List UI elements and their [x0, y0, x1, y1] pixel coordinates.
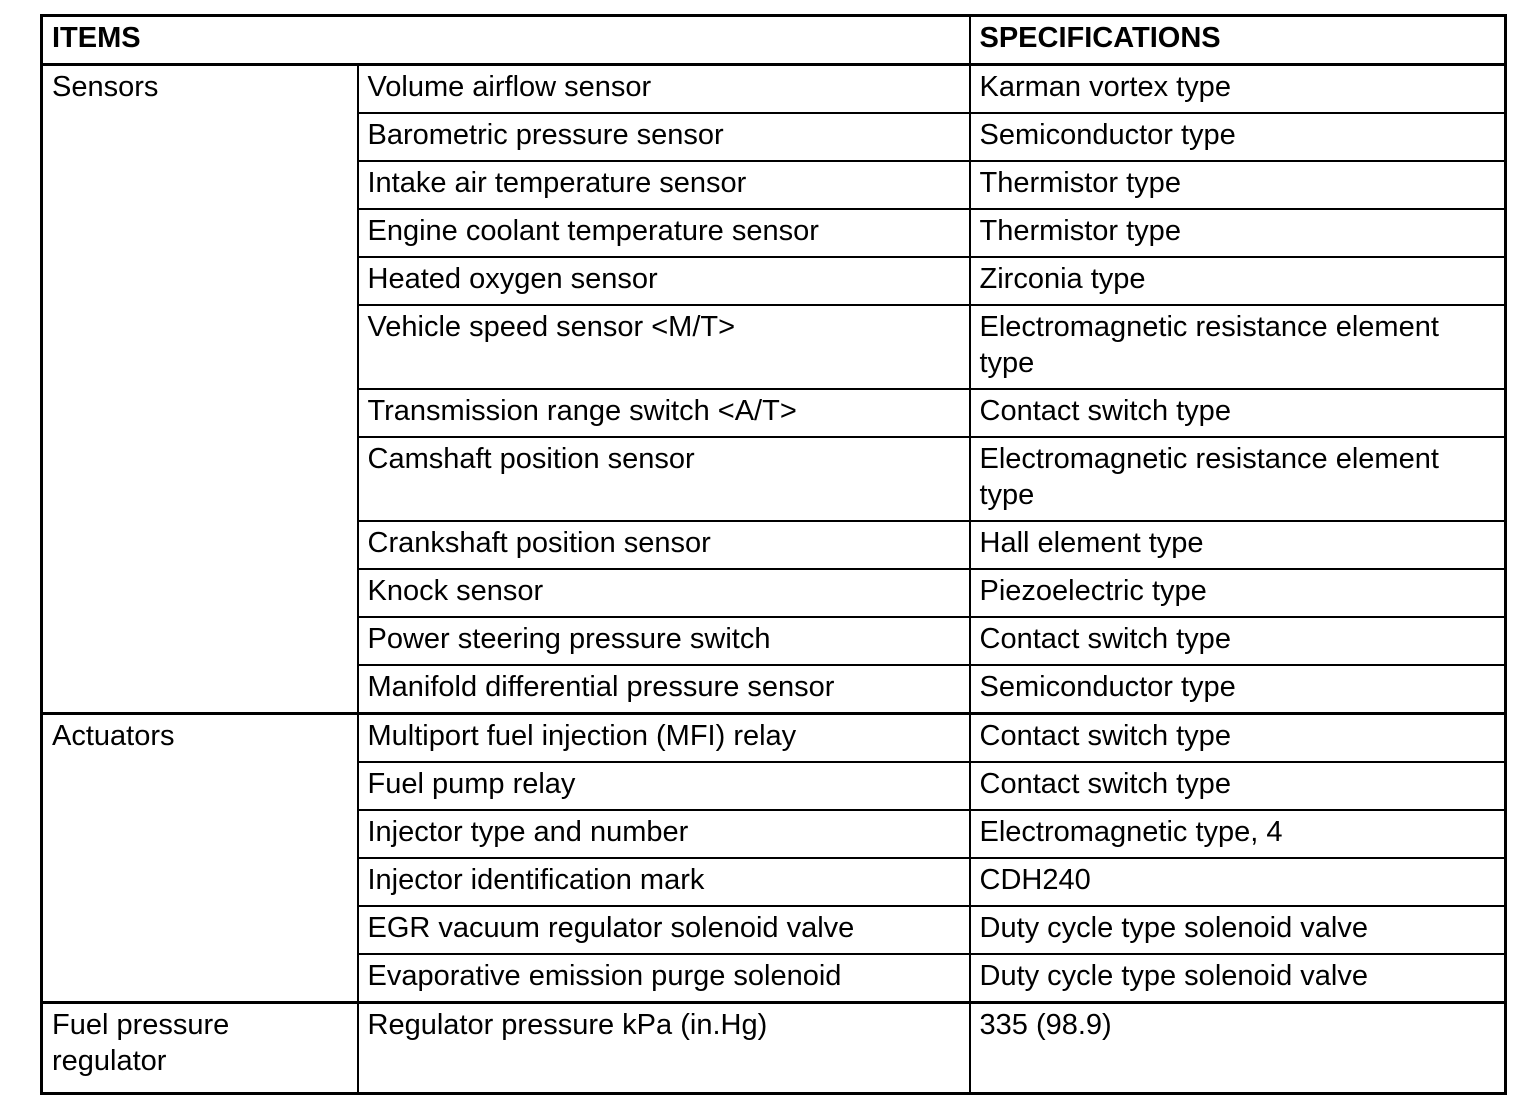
- table-row: Injector type and number Electromagnetic …: [42, 809, 1507, 859]
- table-row: Barometric pressure sensor Semiconductor …: [42, 112, 1507, 162]
- spec-cell: Electromagnetic resistance element type: [968, 304, 1507, 390]
- item-cell: Multiport fuel injection (MFI) relay: [356, 712, 971, 763]
- item-cell: Vehicle speed sensor <M/T>: [356, 304, 971, 390]
- category-cell: Fuel pressure regulator: [40, 1001, 359, 1095]
- table-row: Evaporative emission purge solenoid Duty …: [42, 953, 1507, 1004]
- item-cell: Regulator pressure kPa (in.Hg): [356, 1001, 971, 1095]
- spec-cell: Hall element type: [968, 520, 1507, 570]
- item-cell: EGR vacuum regulator solenoid valve: [356, 905, 971, 955]
- table-row: Vehicle speed sensor <M/T> Electromagneti…: [42, 304, 1507, 390]
- table-row: Knock sensor Piezoelectric type: [42, 568, 1507, 618]
- item-cell: Intake air temperature sensor: [356, 160, 971, 210]
- table-row: Crankshaft position sensor Hall element t…: [42, 520, 1507, 570]
- category-cell: Sensors: [40, 63, 359, 715]
- item-cell: Injector identification mark: [356, 857, 971, 907]
- spec-cell: Contact switch type: [968, 616, 1507, 666]
- table-row: EGR vacuum regulator solenoid valve Duty …: [42, 905, 1507, 955]
- table-row: Intake air temperature sensor Thermistor …: [42, 160, 1507, 210]
- item-cell: Heated oxygen sensor: [356, 256, 971, 306]
- table-row: Camshaft position sensor Electromagnetic …: [42, 436, 1507, 522]
- table-row: Manifold differential pressure sensor Sem…: [42, 664, 1507, 715]
- spec-cell: Contact switch type: [968, 388, 1507, 438]
- spec-cell: CDH240: [968, 857, 1507, 907]
- item-cell: Evaporative emission purge solenoid: [356, 953, 971, 1004]
- table-row: Power steering pressure switch Contact sw…: [42, 616, 1507, 666]
- spec-cell: Zirconia type: [968, 256, 1507, 306]
- specifications-header-cell: SPECIFICATIONS: [968, 14, 1507, 66]
- spec-cell: Thermistor type: [968, 208, 1507, 258]
- item-cell: Knock sensor: [356, 568, 971, 618]
- item-cell: Engine coolant temperature sensor: [356, 208, 971, 258]
- spec-cell: Thermistor type: [968, 160, 1507, 210]
- spec-cell: Contact switch type: [968, 761, 1507, 811]
- spec-cell: Semiconductor type: [968, 664, 1507, 715]
- spec-cell: Contact switch type: [968, 712, 1507, 763]
- spec-cell: Electromagnetic resistance element type: [968, 436, 1507, 522]
- table-row: Engine coolant temperature sensor Thermis…: [42, 208, 1507, 258]
- header-row: ITEMS SPECIFICATIONS: [40, 14, 1507, 66]
- item-cell: Injector type and number: [356, 809, 971, 859]
- item-cell: Manifold differential pressure sensor: [356, 664, 971, 715]
- table-row: Actuators Multiport fuel injection (MFI) …: [40, 712, 1507, 1004]
- items-header-cell: ITEMS: [40, 14, 971, 66]
- spec-cell: Electromagnetic type, 4: [968, 809, 1507, 859]
- spec-cell: Duty cycle type solenoid valve: [968, 905, 1507, 955]
- table-row: Heated oxygen sensor Zirconia type: [42, 256, 1507, 306]
- specifications-table: ITEMS SPECIFICATIONS Sensors Volume airfl…: [40, 14, 1507, 1095]
- item-cell: Power steering pressure switch: [356, 616, 971, 666]
- table-row: Transmission range switch <A/T> Contact s…: [42, 388, 1507, 438]
- item-cell: Volume airflow sensor: [356, 63, 971, 114]
- spec-cell: 335 (98.9): [968, 1001, 1507, 1095]
- spec-cell: Piezoelectric type: [968, 568, 1507, 618]
- spec-cell: Semiconductor type: [968, 112, 1507, 162]
- spec-cell: Duty cycle type solenoid valve: [968, 953, 1507, 1004]
- table-row: Fuel pump relay Contact switch type: [42, 761, 1507, 811]
- item-cell: Transmission range switch <A/T>: [356, 388, 971, 438]
- item-cell: Crankshaft position sensor: [356, 520, 971, 570]
- table-header: ITEMS SPECIFICATIONS: [40, 14, 1507, 66]
- spec-cell: Karman vortex type: [968, 63, 1507, 114]
- table-row: Fuel pressure regulator Regulator pressur…: [40, 1001, 1507, 1095]
- table-row: Sensors Volume airflow sensor Karman vorte…: [40, 63, 1507, 715]
- item-cell: Barometric pressure sensor: [356, 112, 971, 162]
- item-cell: Camshaft position sensor: [356, 436, 971, 522]
- item-cell: Fuel pump relay: [356, 761, 971, 811]
- category-cell: Actuators: [40, 712, 359, 1004]
- table-body: Sensors Volume airflow sensor Karman vorte…: [40, 63, 1507, 1095]
- table-row: Injector identification mark CDH240: [42, 857, 1507, 907]
